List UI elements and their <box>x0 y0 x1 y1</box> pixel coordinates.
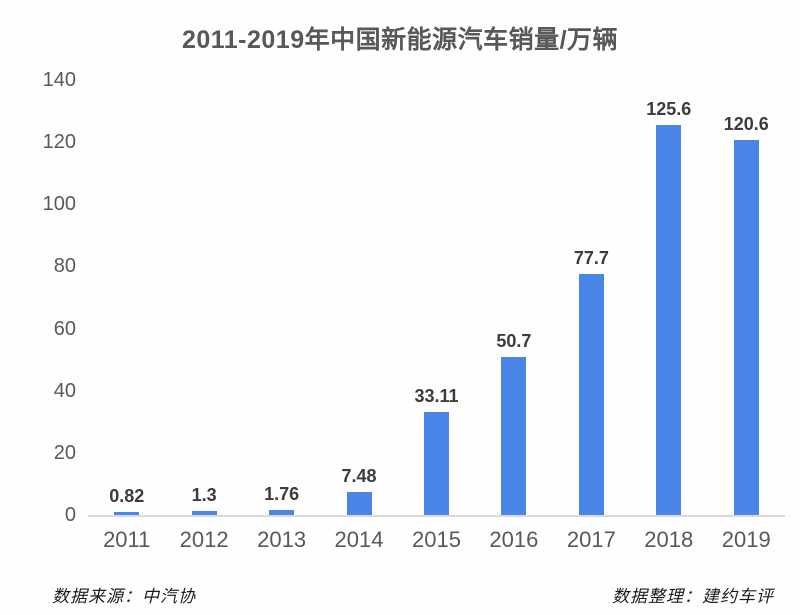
y-axis: 0 20 40 60 80 100 120 140 <box>0 69 76 526</box>
y-tick-label: 120 <box>42 131 76 154</box>
bar <box>346 491 372 515</box>
bar-value-label: 120.6 <box>723 114 769 135</box>
bar-column: 7.48 <box>320 80 397 515</box>
x-tick-label: 2011 <box>103 527 151 552</box>
x-tick-label: 2016 <box>489 527 539 552</box>
bar-column: 33.11 <box>398 80 475 515</box>
bar-column: 1.76 <box>243 80 320 515</box>
bar-column: 125.6 <box>630 80 707 515</box>
bar-column: 77.7 <box>553 80 630 515</box>
y-tick-label: 140 <box>42 69 76 91</box>
y-tick-label: 40 <box>53 379 76 402</box>
bar-column: 1.3 <box>165 80 242 515</box>
x-tick-label: 2015 <box>411 527 461 552</box>
bar <box>191 510 217 515</box>
data-compiler-note: 数据整理：建约车评 <box>612 587 774 606</box>
plot-area: 0.82 1.3 1.76 7.48 33.11 50.7 77.7 125.6 120.6 <box>88 80 785 517</box>
bar <box>656 124 682 515</box>
x-tick-label: 2012 <box>179 527 229 552</box>
x-tick-label: 2014 <box>334 527 384 552</box>
x-tick-label: 2013 <box>257 527 307 552</box>
x-tick-label: 2018 <box>644 527 694 552</box>
bar-value-label: 125.6 <box>646 98 692 119</box>
x-tick-label: 2017 <box>566 527 616 552</box>
bar <box>578 273 604 515</box>
y-tick-label: 20 <box>53 441 76 464</box>
bar-column: 120.6 <box>708 80 785 515</box>
y-tick-label: 0 <box>64 504 76 526</box>
bar-value-label: 77.7 <box>573 247 609 268</box>
y-tick-label: 100 <box>42 193 76 216</box>
x-tick-label: 2019 <box>721 527 771 552</box>
bar-value-label: 0.82 <box>109 486 145 507</box>
bar-column: 50.7 <box>475 80 552 515</box>
bar-value-label: 50.7 <box>496 331 532 352</box>
bar <box>423 412 449 515</box>
x-axis: 2011 2012 2013 2014 2015 2016 2017 2018 2019 <box>88 527 785 553</box>
bar <box>114 512 140 515</box>
bar-value-label: 7.48 <box>341 465 377 486</box>
bar-value-label: 1.3 <box>191 484 217 505</box>
data-source-note: 数据来源：中汽协 <box>52 587 196 606</box>
bar-column: 0.82 <box>88 80 165 515</box>
y-tick-label: 60 <box>53 317 76 340</box>
bar-value-label: 33.11 <box>414 386 459 407</box>
bar <box>501 357 527 515</box>
chart-title: 2011-2019年中国新能源汽车销量/万辆 <box>181 26 619 54</box>
bar <box>269 509 295 515</box>
y-tick-label: 80 <box>53 255 76 278</box>
bar-value-label: 1.76 <box>264 483 300 504</box>
bar <box>733 140 759 515</box>
